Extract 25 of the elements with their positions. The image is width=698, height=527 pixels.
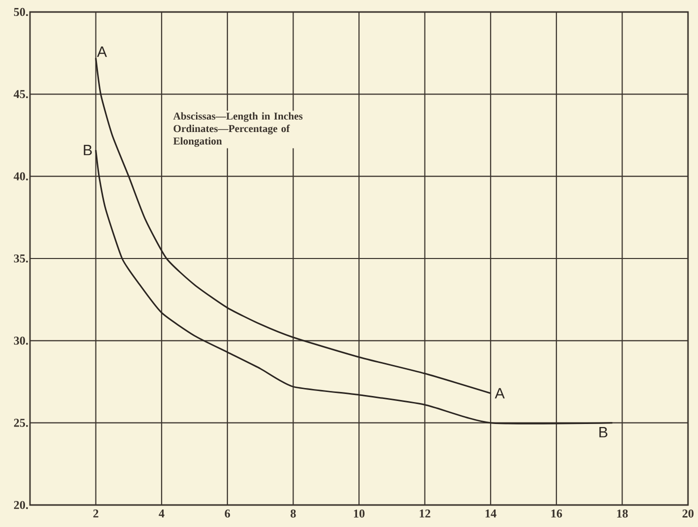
x-tick-label: 8	[290, 510, 296, 518]
line-series	[95, 57, 492, 394]
annotation: Abscissas—Length in Inches	[173, 112, 303, 122]
x-tick-label: 4	[158, 510, 164, 518]
x-tick-label: 12	[420, 510, 430, 518]
y-tick-label: 45.	[14, 90, 28, 98]
x-tick-label: 20	[682, 510, 694, 518]
y-tick-label: 25.	[14, 418, 28, 427]
x-tick-label: 14	[486, 510, 496, 518]
series-label: B	[84, 144, 92, 156]
x-tick-label: 10	[354, 510, 365, 518]
line-series	[95, 149, 614, 424]
y-tick-label: 50.	[14, 8, 28, 16]
y-tick-label: 40.	[14, 172, 28, 180]
x-tick-label: 6	[224, 510, 230, 518]
annotation: Ordinates—Percentage of Elongation	[173, 124, 290, 147]
x-tick-label: 18	[617, 510, 628, 518]
x-tick-label: 16	[551, 510, 562, 518]
y-tick-label: 35.	[14, 254, 28, 263]
x-tick-label: 2	[93, 510, 98, 518]
text: A	[494, 388, 505, 398]
text: B	[599, 427, 608, 438]
y-tick-label: 30.	[14, 336, 28, 345]
y-tick-label: 20.	[14, 500, 28, 510]
series-label: A	[97, 46, 107, 57]
